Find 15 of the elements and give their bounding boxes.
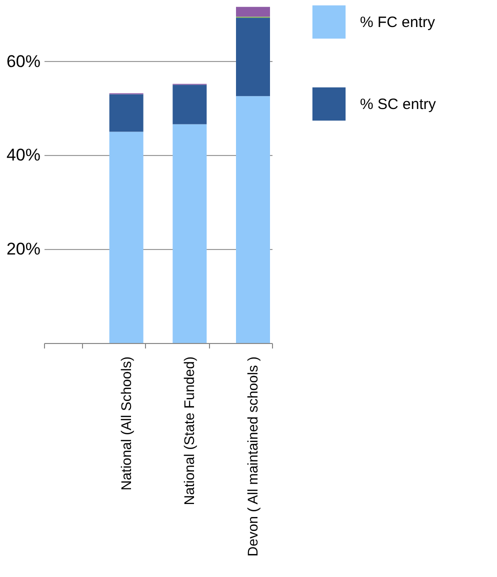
legend-label: % SC entry (360, 96, 436, 113)
bar (172, 124, 207, 343)
bar (236, 18, 270, 96)
x-tick-label: National (All Schools) (118, 356, 134, 490)
bar (236, 96, 270, 343)
bar (109, 94, 144, 132)
x-tick-label: Devon ( All maintained schools ) (244, 356, 260, 556)
y-tick-label: 20% (6, 240, 40, 259)
legend-label: % FC entry (360, 14, 436, 31)
bar (172, 84, 207, 124)
y-tick-label: 40% (6, 146, 40, 165)
x-tick-label: National (State Funded) (181, 356, 198, 506)
y-tick-label: 60% (6, 52, 40, 71)
bar (236, 6, 270, 17)
bar (109, 132, 144, 343)
